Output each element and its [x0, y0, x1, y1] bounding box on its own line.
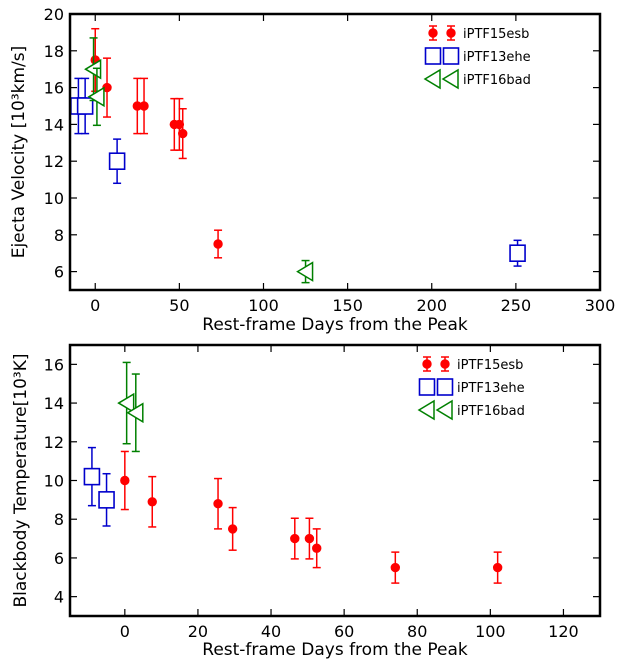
series-iPTF13ehe — [70, 77, 526, 267]
y-tick-label: 16 — [44, 355, 64, 374]
y-tick-label: 14 — [44, 394, 64, 413]
data-point-iPTF13ehe — [509, 244, 526, 262]
legend-label: iPTF16bad — [463, 73, 531, 88]
y-tick-label: 12 — [44, 152, 64, 171]
data-point-iPTF15esb — [290, 533, 300, 544]
data-point-iPTF15esb — [312, 543, 322, 553]
data-point-iPTF15esb — [147, 497, 157, 507]
y-tick-label: 12 — [44, 433, 64, 452]
series-iPTF16bad — [117, 361, 144, 453]
x-tick-label: 200 — [416, 296, 447, 315]
series-iPTF15esb — [120, 450, 503, 584]
x-axis-title: Rest-frame Days from the Peak — [202, 640, 468, 660]
data-point-iPTF16bad — [117, 392, 135, 414]
data-point-iPTF15esb — [139, 101, 149, 111]
y-tick-label: 10 — [44, 189, 64, 208]
data-point-iPTF16bad — [126, 402, 144, 424]
legend-label: iPTF13ehe — [463, 50, 531, 65]
series-iPTF16bad — [84, 37, 314, 284]
data-point-iPTF13ehe — [98, 491, 115, 509]
x-tick-label: 40 — [261, 622, 281, 641]
series-iPTF15esb — [90, 27, 223, 259]
legend-entry-iPTF16bad: iPTF16bad — [417, 399, 525, 421]
legend-marker — [442, 47, 460, 65]
legend-marker — [436, 378, 454, 396]
series-iPTF13ehe — [83, 446, 115, 527]
x-tick-label: 0 — [90, 296, 100, 315]
plot-frame — [68, 343, 602, 618]
y-tick-label: 6 — [54, 263, 64, 282]
y-tick-label: 10 — [44, 472, 64, 491]
legend-marker — [422, 359, 432, 369]
legend-marker — [441, 68, 459, 90]
legend-entry-iPTF13ehe: iPTF13ehe — [424, 47, 531, 65]
x-tick-label: 20 — [188, 622, 208, 641]
data-point-iPTF16bad — [296, 261, 314, 282]
y-tick-label: 6 — [54, 549, 64, 568]
data-point-iPTF13ehe — [108, 152, 126, 170]
data-point-iPTF15esb — [304, 533, 315, 544]
legend-marker — [435, 399, 453, 421]
x-tick-label: 50 — [169, 296, 189, 315]
legend-marker — [440, 359, 450, 369]
data-point-iPTF13ehe — [76, 97, 94, 115]
legend-marker — [423, 68, 441, 90]
data-point-iPTF13ehe — [83, 467, 101, 486]
data-point-iPTF15esb — [227, 524, 238, 534]
legend-label: iPTF16bad — [457, 404, 525, 419]
legend-marker — [418, 378, 436, 396]
legend-label: iPTF15esb — [463, 27, 529, 42]
x-tick-label: 300 — [585, 296, 616, 315]
y-tick-label: 8 — [54, 510, 64, 529]
x-tick-label: 120 — [548, 622, 579, 641]
blackbody-temperature-panel: 0 20 40 60 80 100 120 4 6 8 10 12 14 16 Rest-frame Day… — [11, 343, 602, 660]
legend-entry-iPTF15esb: iPTF15esb — [428, 25, 529, 42]
y-tick-label: 20 — [44, 5, 64, 24]
legend-marker — [446, 28, 456, 38]
data-point-iPTF15esb — [120, 475, 130, 486]
legend-entry-iPTF16bad: iPTF16bad — [423, 68, 531, 90]
legend-label: iPTF13ehe — [457, 381, 525, 396]
plot-frame — [68, 12, 602, 292]
y-tick-label: 18 — [44, 42, 64, 61]
x-tick-label: 100 — [475, 622, 506, 641]
y-tick-label: 14 — [44, 115, 64, 134]
legend-entry-iPTF15esb: iPTF15esb — [422, 356, 523, 373]
y-axis-title: Ejecta Velocity [10³km/s] — [9, 46, 29, 259]
data-point-iPTF15esb — [213, 499, 223, 509]
y-tick-label: 4 — [54, 588, 64, 607]
x-tick-label: 100 — [248, 296, 279, 315]
legend-entry-iPTF13ehe: iPTF13ehe — [418, 378, 525, 396]
data-point-iPTF15esb — [178, 128, 188, 139]
x-tick-label: 80 — [407, 622, 427, 641]
legend-marker — [417, 399, 435, 421]
x-tick-label: 0 — [120, 622, 130, 641]
data-point-iPTF15esb — [492, 562, 503, 573]
data-point-iPTF15esb — [213, 239, 223, 249]
y-axis-title: Blackbody Temperature[10³K] — [11, 354, 31, 608]
data-point-iPTF15esb — [390, 562, 401, 573]
x-axis-title: Rest-frame Days from the Peak — [202, 315, 468, 335]
legend-marker — [428, 28, 438, 38]
data-point-iPTF16bad — [87, 86, 105, 108]
y-tick-label: 16 — [44, 79, 64, 98]
ejecta-velocity-panel: 0 50 100 150 200 250 300 6 8 10 12 14 16 18 20 Rest-fra… — [9, 5, 615, 335]
x-tick-label: 150 — [332, 296, 363, 315]
data-point-iPTF15esb — [174, 119, 185, 130]
legend-marker — [424, 47, 442, 65]
x-tick-label: 250 — [501, 296, 532, 315]
y-tick-label: 8 — [54, 226, 64, 245]
legend-label: iPTF15esb — [457, 358, 523, 373]
x-tick-label: 60 — [334, 622, 354, 641]
